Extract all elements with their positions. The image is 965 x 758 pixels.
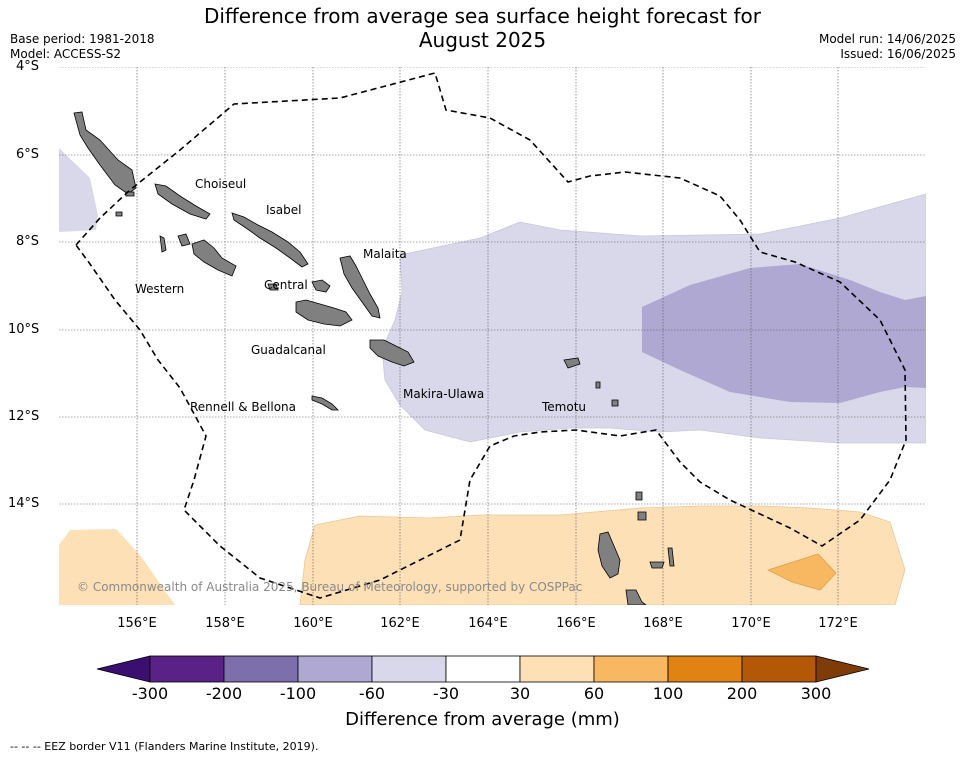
lon-label: 172°E bbox=[818, 616, 858, 631]
lon-label: 156°E bbox=[117, 616, 157, 631]
colorbar-tick: 100 bbox=[652, 684, 684, 703]
region-label-western: Western bbox=[135, 282, 185, 296]
region-label-makira-ulawa: Makira-Ulawa bbox=[403, 387, 485, 401]
colorbar-tick: 200 bbox=[726, 684, 758, 703]
lon-label: 158°E bbox=[205, 616, 245, 631]
land-masses bbox=[73, 111, 675, 605]
island-vella bbox=[177, 233, 191, 247]
colorbar-swatch-over bbox=[815, 655, 870, 683]
colorbar-tick: -60 bbox=[358, 684, 386, 703]
colorbar-swatch bbox=[667, 655, 743, 683]
lon-label: 164°E bbox=[468, 616, 508, 631]
colorbar-tick: -300 bbox=[131, 684, 169, 703]
colorbar-tick: -200 bbox=[205, 684, 243, 703]
island-banks bbox=[637, 511, 647, 521]
colorbar-tick: -30 bbox=[432, 684, 460, 703]
island-new-georgia bbox=[191, 239, 237, 277]
copyright-notice: © Commonwealth of Australia 2025, Bureau… bbox=[77, 580, 583, 594]
region-label-choiseul: Choiseul bbox=[195, 177, 247, 191]
region-label-malaita: Malaita bbox=[363, 247, 407, 261]
region-label-central: Central bbox=[264, 278, 308, 292]
island-guadalcanal bbox=[295, 299, 353, 327]
base-period: Base period: 1981-2018 bbox=[10, 32, 155, 46]
anomaly-region-30-60-southwest bbox=[59, 529, 175, 605]
colorbar-label: Difference from average (mm) bbox=[345, 709, 620, 730]
island-isabel bbox=[231, 212, 309, 268]
island-santa-cruz bbox=[563, 357, 581, 369]
eez-border bbox=[74, 72, 907, 599]
island-malaita bbox=[339, 255, 381, 319]
lat-label: 6°S bbox=[16, 147, 40, 162]
lat-label: 8°S bbox=[16, 234, 40, 249]
lon-label: 162°E bbox=[380, 616, 420, 631]
colorbar-swatch bbox=[223, 655, 299, 683]
meta-left: Base period: 1981-2018 Model: ACCESS-S2 bbox=[10, 32, 155, 62]
colorbar-tick: 30 bbox=[509, 684, 531, 703]
lat-label: 10°S bbox=[8, 322, 40, 337]
colorbar-swatch bbox=[741, 655, 817, 683]
island-ontong bbox=[115, 211, 123, 217]
title-line-1: Difference from average sea surface heig… bbox=[203, 4, 762, 28]
island-russell bbox=[267, 283, 279, 291]
chart-title: Difference from average sea surface heig… bbox=[0, 4, 965, 52]
island-makira bbox=[369, 339, 415, 367]
colorbar-swatch bbox=[371, 655, 447, 683]
lat-label: 4°S bbox=[16, 59, 40, 74]
lon-label: 166°E bbox=[556, 616, 596, 631]
colorbar-swatch bbox=[519, 655, 595, 683]
issued-date: Issued: 16/06/2025 bbox=[840, 47, 956, 61]
anomaly-region-left-minus30-60 bbox=[59, 148, 98, 232]
lon-label: 170°E bbox=[731, 616, 771, 631]
island-florida bbox=[311, 279, 331, 293]
island-torres bbox=[635, 491, 643, 501]
island-vanuatu-ambae bbox=[649, 561, 665, 569]
colorbar-tick: 60 bbox=[583, 684, 605, 703]
colorbar-swatch bbox=[149, 655, 225, 683]
colorbar-swatch-under bbox=[96, 655, 151, 683]
island-utupua bbox=[595, 381, 601, 389]
model-run: Model run: 14/06/2025 bbox=[818, 32, 956, 46]
anomaly-region-minus60-100 bbox=[642, 264, 926, 403]
colorbar-swatch bbox=[593, 655, 669, 683]
region-label-rennell-bellona: Rennell & Bellona bbox=[190, 400, 297, 414]
colorbar-swatch bbox=[297, 655, 373, 683]
eez-legend-note: -- -- -- EEZ border V11 (Flanders Marine… bbox=[10, 740, 319, 753]
lon-label: 160°E bbox=[293, 616, 333, 631]
lat-label: 12°S bbox=[8, 409, 40, 424]
meta-right: Model run: 14/06/2025 Issued: 16/06/2025 bbox=[819, 32, 956, 62]
colorbar bbox=[96, 655, 870, 683]
colorbar-tick: 300 bbox=[800, 684, 832, 703]
lon-label: 168°E bbox=[643, 616, 683, 631]
island-vanuatu-pentecost bbox=[667, 547, 675, 567]
island-ranongga bbox=[159, 235, 167, 253]
colorbar-swatch bbox=[445, 655, 521, 683]
anomaly-region-60-100 bbox=[766, 553, 837, 591]
region-label-isabel: Isabel bbox=[266, 203, 302, 217]
island-choiseul bbox=[154, 183, 211, 220]
model-name: Model: ACCESS-S2 bbox=[10, 47, 122, 61]
colorbar-tick: -100 bbox=[279, 684, 317, 703]
island-vanuatu-malekula bbox=[625, 589, 647, 605]
title-line-2: August 2025 bbox=[418, 28, 547, 52]
island-bougainville bbox=[73, 111, 137, 195]
region-label-temotu: Temotu bbox=[542, 400, 587, 414]
lat-label: 14°S bbox=[8, 496, 40, 511]
island-vanikoro bbox=[611, 399, 619, 407]
island-rennell bbox=[311, 395, 339, 411]
region-label-guadalcanal: Guadalcanal bbox=[251, 343, 326, 357]
island-vanuatu-espiritu bbox=[597, 531, 621, 579]
